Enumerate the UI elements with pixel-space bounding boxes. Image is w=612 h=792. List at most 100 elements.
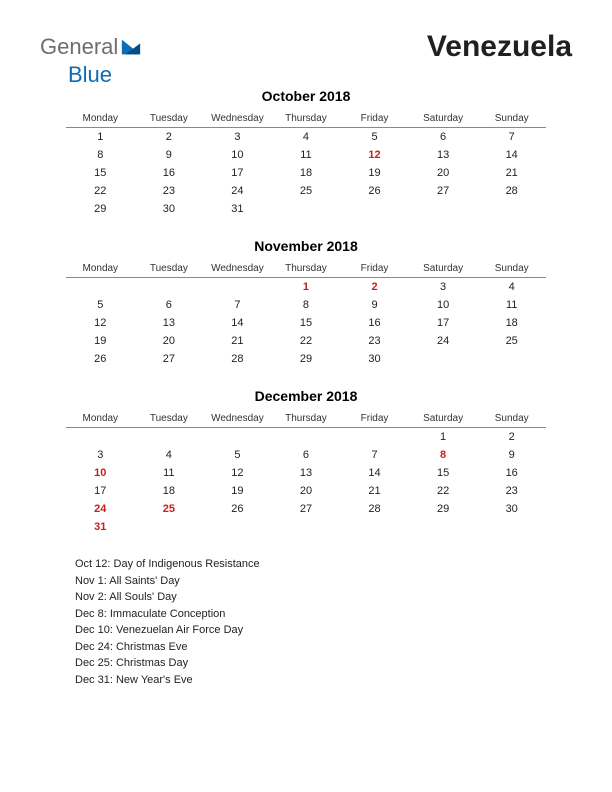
calendar-cell: 24 (203, 182, 272, 200)
header: General Venezuela (40, 30, 572, 64)
calendar-row: 10111213141516 (66, 464, 546, 482)
calendar-row: 12 (66, 428, 546, 447)
calendar-cell: 21 (477, 164, 546, 182)
calendar-cell: 14 (477, 146, 546, 164)
day-header: Thursday (272, 260, 341, 278)
calendar-row: 17181920212223 (66, 482, 546, 500)
calendar-cell (340, 200, 409, 218)
calendar-cell: 28 (203, 350, 272, 368)
day-header: Tuesday (135, 110, 204, 128)
calendar-cell: 26 (340, 182, 409, 200)
calendar-cell: 4 (272, 128, 341, 147)
calendar-cell: 1 (272, 278, 341, 297)
holiday-entry: Dec 10: Venezuelan Air Force Day (75, 622, 572, 639)
calendar-cell: 19 (66, 332, 135, 350)
calendar-row: 31 (66, 518, 546, 536)
country-title: Venezuela (427, 30, 572, 64)
calendar-cell: 28 (340, 500, 409, 518)
calendar-cell: 17 (409, 314, 478, 332)
calendar-table: MondayTuesdayWednesdayThursdayFridaySatu… (66, 110, 546, 218)
calendar-cell (477, 350, 546, 368)
calendar-cell: 18 (272, 164, 341, 182)
calendar-cell: 18 (135, 482, 204, 500)
holiday-entry: Dec 24: Christmas Eve (75, 639, 572, 656)
calendar-cell (135, 518, 204, 536)
calendar-cell (135, 278, 204, 297)
calendar-cell: 15 (66, 164, 135, 182)
calendar-cell: 7 (203, 296, 272, 314)
logo-blue-text: Blue (68, 62, 112, 87)
day-header: Friday (340, 410, 409, 428)
calendar-cell (272, 200, 341, 218)
calendar-cell: 17 (203, 164, 272, 182)
day-header: Wednesday (203, 110, 272, 128)
month-block: October 2018MondayTuesdayWednesdayThursd… (66, 88, 546, 218)
calendar-cell: 2 (340, 278, 409, 297)
calendar-cell: 22 (66, 182, 135, 200)
calendar-cell: 22 (272, 332, 341, 350)
calendar-cell: 8 (272, 296, 341, 314)
calendar-cell: 16 (340, 314, 409, 332)
calendar-row: 22232425262728 (66, 182, 546, 200)
calendar-cell: 9 (477, 446, 546, 464)
calendar-cell: 2 (477, 428, 546, 447)
calendar-cell: 5 (66, 296, 135, 314)
calendar-cell (272, 518, 341, 536)
day-header: Thursday (272, 110, 341, 128)
calendar-cell (340, 518, 409, 536)
calendar-cell: 25 (477, 332, 546, 350)
day-header: Sunday (477, 410, 546, 428)
calendar-cell: 29 (409, 500, 478, 518)
day-header: Thursday (272, 410, 341, 428)
calendar-row: 1234567 (66, 128, 546, 147)
calendar-cell: 18 (477, 314, 546, 332)
calendar-cell: 13 (135, 314, 204, 332)
holiday-entry: Dec 31: New Year's Eve (75, 672, 572, 689)
calendar-cell: 16 (477, 464, 546, 482)
calendar-cell (477, 518, 546, 536)
calendar-cell: 27 (135, 350, 204, 368)
day-header: Sunday (477, 110, 546, 128)
calendar-cell: 21 (340, 482, 409, 500)
calendar-cell: 11 (272, 146, 341, 164)
calendar-cell: 26 (66, 350, 135, 368)
calendar-cell: 19 (203, 482, 272, 500)
logo: General (40, 34, 142, 60)
calendar-cell: 4 (135, 446, 204, 464)
calendar-cell: 17 (66, 482, 135, 500)
day-header: Saturday (409, 260, 478, 278)
holiday-entry: Dec 8: Immaculate Conception (75, 606, 572, 623)
day-header: Saturday (409, 410, 478, 428)
calendar-cell: 12 (340, 146, 409, 164)
calendar-row: 12131415161718 (66, 314, 546, 332)
calendar-table: MondayTuesdayWednesdayThursdayFridaySatu… (66, 260, 546, 368)
calendar-cell: 1 (66, 128, 135, 147)
calendar-cell (203, 278, 272, 297)
day-header: Friday (340, 260, 409, 278)
calendar-cell: 5 (203, 446, 272, 464)
calendar-cell: 10 (66, 464, 135, 482)
calendar-cell: 7 (477, 128, 546, 147)
day-header: Friday (340, 110, 409, 128)
calendar-cell: 7 (340, 446, 409, 464)
calendar-row: 24252627282930 (66, 500, 546, 518)
calendar-row: 891011121314 (66, 146, 546, 164)
calendar-cell: 15 (272, 314, 341, 332)
day-header: Wednesday (203, 410, 272, 428)
holiday-entry: Nov 1: All Saints' Day (75, 573, 572, 590)
calendar-cell (409, 200, 478, 218)
calendar-cell: 5 (340, 128, 409, 147)
calendar-cell: 25 (272, 182, 341, 200)
calendar-cell: 26 (203, 500, 272, 518)
day-header: Tuesday (135, 410, 204, 428)
calendar-cell: 2 (135, 128, 204, 147)
calendar-row: 3456789 (66, 446, 546, 464)
calendar-row: 2627282930 (66, 350, 546, 368)
month-block: December 2018MondayTuesdayWednesdayThurs… (66, 388, 546, 536)
calendar-cell: 13 (272, 464, 341, 482)
calendar-row: 293031 (66, 200, 546, 218)
calendar-cell (203, 518, 272, 536)
calendar-cell: 20 (135, 332, 204, 350)
day-header: Monday (66, 410, 135, 428)
calendar-cell: 3 (203, 128, 272, 147)
